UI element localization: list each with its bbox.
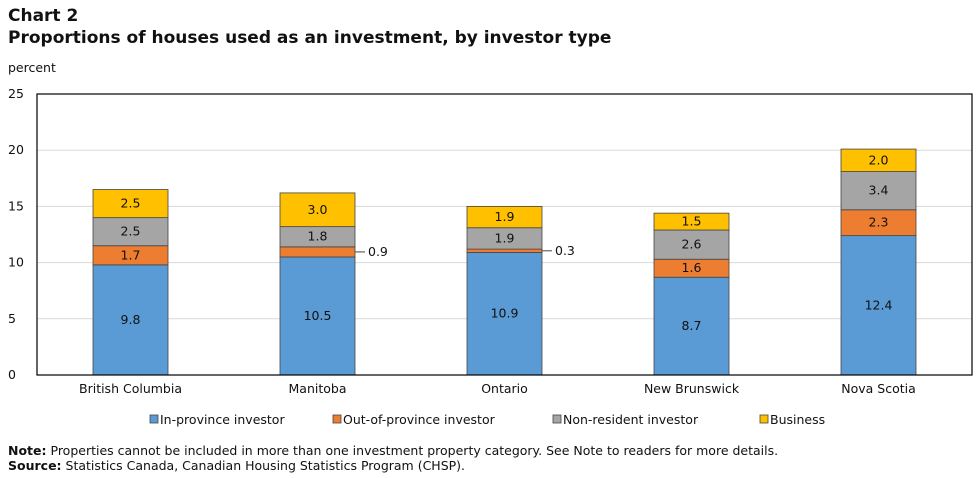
data-label: 1.9 bbox=[495, 209, 515, 224]
bar-segment bbox=[466, 248, 543, 253]
data-label: 1.6 bbox=[682, 260, 702, 275]
note-label: Note: bbox=[8, 443, 47, 458]
chart-title: Proportions of houses used as an investm… bbox=[8, 28, 612, 48]
source-text: Statistics Canada, Canadian Housing Stat… bbox=[65, 458, 466, 473]
legend-swatch bbox=[149, 414, 159, 424]
data-label: 1.5 bbox=[682, 214, 702, 229]
data-label: 12.4 bbox=[865, 297, 893, 312]
data-label: 10.9 bbox=[491, 306, 519, 321]
stacked-bar-chart: percent 0 5 10 15 20 25 9.8 1.7 2.5 2.5 British Col… bbox=[8, 60, 973, 427]
data-label: 2.0 bbox=[869, 152, 889, 167]
note-text: Properties cannot be included in more th… bbox=[50, 443, 779, 458]
chart-note: Note: Properties cannot be included in m… bbox=[8, 443, 778, 458]
data-label: 3.0 bbox=[308, 202, 328, 217]
legend-label: Out-of-province investor bbox=[343, 412, 496, 427]
data-label: 0.9 bbox=[368, 244, 388, 259]
y-tick-label: 10 bbox=[8, 255, 24, 270]
data-label: 2.3 bbox=[869, 215, 889, 230]
bar-segment bbox=[840, 148, 917, 172]
legend-label: Business bbox=[770, 412, 825, 427]
data-label: 1.8 bbox=[308, 229, 328, 244]
data-label: 0.3 bbox=[555, 243, 575, 258]
x-tick-label: British Columbia bbox=[79, 381, 182, 396]
legend-label: Non-resident investor bbox=[563, 412, 699, 427]
bar-segment bbox=[840, 235, 917, 376]
data-label: 1.9 bbox=[495, 230, 515, 245]
bar-segment bbox=[279, 246, 356, 258]
chart-source: Source: Statistics Canada, Canadian Hous… bbox=[8, 458, 465, 473]
bar-segment bbox=[466, 252, 543, 376]
bar-segment bbox=[653, 229, 730, 260]
bar-segment bbox=[279, 256, 356, 376]
plot-frame bbox=[36, 93, 973, 376]
y-tick-label: 15 bbox=[8, 198, 24, 213]
legend-swatch bbox=[332, 414, 342, 424]
x-tick-label: Manitoba bbox=[289, 381, 347, 396]
y-axis-label: percent bbox=[8, 60, 56, 75]
data-label: 9.8 bbox=[121, 312, 141, 327]
data-label: 2.6 bbox=[682, 237, 702, 252]
bar-segment bbox=[92, 189, 169, 219]
bar-segment bbox=[653, 276, 730, 376]
x-tick-label: Nova Scotia bbox=[841, 381, 916, 396]
legend-label: In-province investor bbox=[160, 412, 285, 427]
data-label: 3.4 bbox=[869, 183, 889, 198]
data-label: 1.7 bbox=[121, 247, 141, 262]
legend-swatch bbox=[552, 414, 562, 424]
bar-segment bbox=[279, 192, 356, 228]
bar-segment bbox=[466, 205, 543, 229]
y-tick-label: 0 bbox=[8, 367, 16, 382]
source-label: Source: bbox=[8, 458, 62, 473]
y-tick-label: 20 bbox=[8, 142, 24, 157]
legend-swatch bbox=[759, 414, 769, 424]
chart-number: Chart 2 bbox=[8, 6, 79, 26]
data-label: 2.5 bbox=[121, 224, 141, 239]
bar-segment bbox=[92, 217, 169, 247]
x-tick-label: New Brunswick bbox=[644, 381, 740, 396]
data-label: 8.7 bbox=[682, 318, 702, 333]
data-label: 10.5 bbox=[304, 308, 332, 323]
y-tick-label: 25 bbox=[8, 86, 24, 101]
bar-segment bbox=[653, 212, 730, 231]
data-label: 2.5 bbox=[121, 196, 141, 211]
y-tick-label: 5 bbox=[8, 311, 16, 326]
x-tick-label: Ontario bbox=[481, 381, 528, 396]
